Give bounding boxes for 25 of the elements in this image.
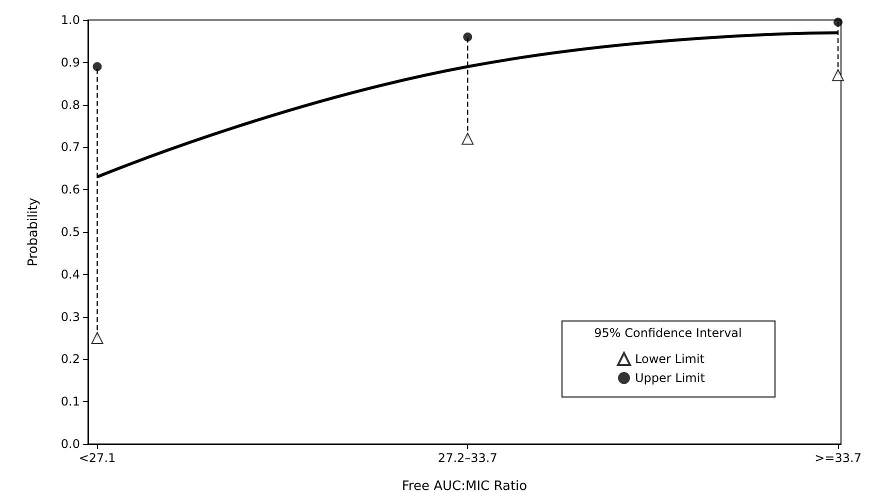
- y-tick-label: 0.6: [60, 182, 80, 197]
- y-tick-label: 0.8: [60, 98, 80, 112]
- point: [463, 32, 472, 42]
- point: [462, 132, 474, 145]
- x-axis-title: Free AUC:MIC Ratio: [402, 479, 528, 494]
- y-tick-label: 0.0: [60, 437, 80, 451]
- y-tick-label: 0.9: [60, 55, 80, 70]
- x-tick-label: 27.2–33.7: [438, 451, 498, 465]
- x-tick-label: <27.1: [78, 451, 116, 465]
- y-tick-label: 1.0: [60, 13, 80, 27]
- y-tick-label: 0.1: [60, 394, 80, 409]
- point: [834, 18, 843, 27]
- y-tick-label: 0.7: [60, 140, 80, 154]
- legend-label: Lower Limit: [635, 352, 705, 366]
- y-tick-label: 0.5: [60, 225, 80, 239]
- y-axis-title: Probability: [26, 197, 41, 266]
- legend-label: Upper Limit: [635, 371, 706, 385]
- y-tick-label: 0.2: [60, 352, 80, 366]
- y-tick-label: 0.4: [60, 267, 80, 282]
- y-tick-label: 0.3: [60, 310, 80, 324]
- point: [832, 69, 844, 82]
- point: [91, 332, 104, 344]
- x-tick-label: >=33.7: [814, 451, 862, 465]
- legend-title: 95% Confidence Interval: [594, 326, 742, 340]
- point: [92, 62, 102, 72]
